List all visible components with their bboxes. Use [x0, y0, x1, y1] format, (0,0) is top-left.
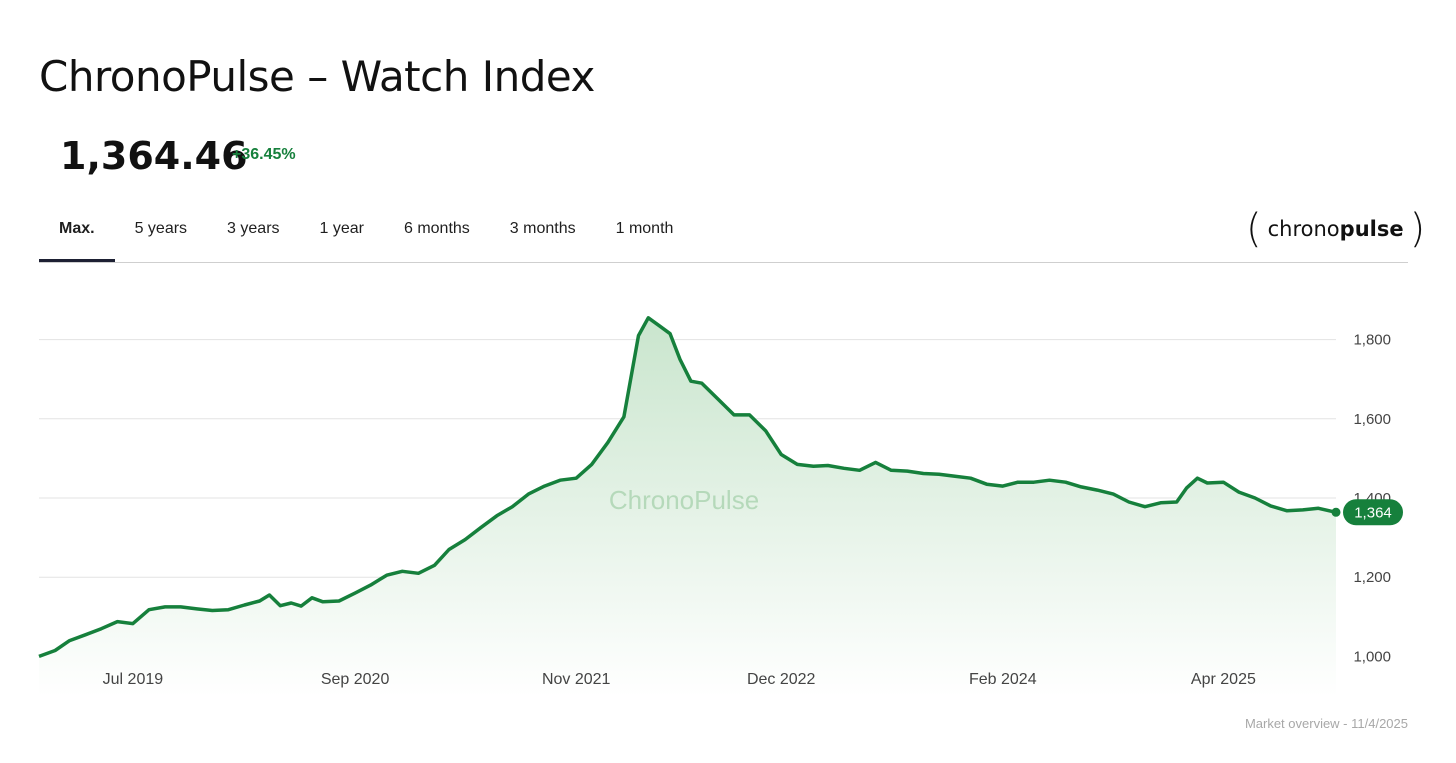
last-value-pill: [1343, 499, 1403, 526]
series-line[interactable]: [38, 316, 1337, 659]
y-tick-label: 1,000: [1353, 648, 1391, 665]
x-axis-labels: Jul 2019 Sep 2020 Nov 2021 Dec 2022 Feb 2024…: [103, 671, 1256, 688]
last-value-marker: 1,364: [1331, 499, 1403, 526]
price-change-badge: +36.45%: [232, 146, 296, 163]
chronopulse-logo: ( chronopulse ): [1246, 206, 1425, 252]
tab-1-year[interactable]: 1 year: [319, 220, 364, 237]
chart-watermark: ChronoPulse: [609, 485, 759, 515]
last-value-label: 1,364: [1354, 504, 1392, 521]
logo-wordmark: chronopulse: [1262, 217, 1410, 241]
last-value-dot: [1331, 507, 1341, 517]
series-area-fill: [39, 317, 1336, 697]
y-tick-label: 1,200: [1353, 569, 1391, 586]
index-price: 1,364.46: [60, 134, 248, 178]
tab-3-years[interactable]: 3 years: [227, 220, 280, 237]
logo-right-bracket: ): [1409, 206, 1426, 252]
tab-1-month[interactable]: 1 month: [615, 220, 674, 237]
x-tick-label: Nov 2021: [542, 671, 611, 688]
tab-6-months[interactable]: 6 months: [403, 220, 470, 237]
y-tick-label: 1,800: [1353, 332, 1391, 349]
x-tick-label: Dec 2022: [747, 671, 816, 688]
time-range-tabs: Max. 5 years 3 years 1 year 6 months 3 months…: [39, 200, 673, 262]
tab-max[interactable]: Max.: [39, 200, 115, 262]
logo-text-bold: pulse: [1339, 217, 1404, 241]
logo-left-bracket: (: [1246, 206, 1262, 252]
x-tick-label: Jul 2019: [103, 671, 164, 688]
x-tick-label: Feb 2024: [969, 671, 1037, 688]
tab-3-months[interactable]: 3 months: [509, 220, 576, 237]
logo-text-light: chrono: [1267, 217, 1340, 241]
y-tick-label: 1,600: [1353, 411, 1391, 428]
page-title: ChronoPulse – Watch Index: [39, 52, 595, 101]
tab-5-years[interactable]: 5 years: [134, 220, 188, 237]
tabs-divider: [39, 262, 1408, 263]
x-tick-label: Apr 2025: [1191, 671, 1256, 688]
footer-note: Market overview - 11/4/2025: [1244, 716, 1408, 731]
x-tick-label: Sep 2020: [321, 671, 390, 688]
